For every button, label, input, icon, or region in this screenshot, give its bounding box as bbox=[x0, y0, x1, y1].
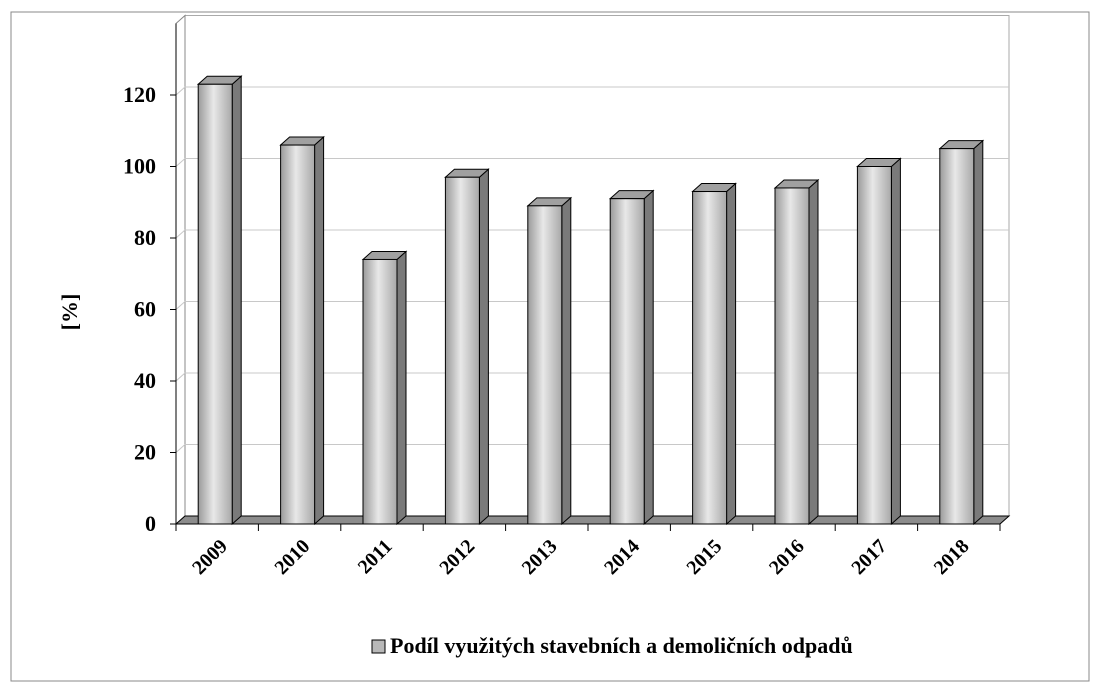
bar-front bbox=[197, 83, 233, 525]
side-wall bbox=[175, 14, 186, 526]
bar-side bbox=[231, 75, 242, 526]
y-tick-label: 80 bbox=[134, 225, 156, 250]
bar-side bbox=[808, 178, 819, 526]
legend-label: Podíl využitých stavebních a demoličních… bbox=[390, 633, 853, 658]
bar-front bbox=[692, 191, 728, 525]
bar-front bbox=[774, 187, 810, 525]
grid-line bbox=[175, 158, 1009, 167]
y-tick-label: 20 bbox=[134, 440, 156, 465]
y-tick-label: 40 bbox=[134, 368, 156, 393]
y-axis-label: [%] bbox=[57, 294, 82, 331]
bar-side bbox=[396, 250, 407, 526]
bar bbox=[196, 75, 243, 526]
bar-front bbox=[362, 258, 398, 525]
bar-front bbox=[444, 176, 480, 525]
bar bbox=[938, 139, 985, 526]
bar-front bbox=[609, 198, 645, 525]
bar-front bbox=[280, 144, 316, 525]
bar-side bbox=[890, 157, 901, 526]
bar-side bbox=[561, 196, 572, 526]
bar-side bbox=[643, 189, 654, 526]
y-tick-label: 100 bbox=[123, 154, 156, 179]
legend-swatch bbox=[371, 639, 386, 654]
grid-line bbox=[175, 86, 1009, 96]
bar-side bbox=[726, 182, 737, 526]
bar bbox=[856, 157, 902, 526]
bar bbox=[444, 168, 490, 526]
y-tick-label: 60 bbox=[134, 297, 156, 322]
bar-side bbox=[973, 139, 984, 526]
bar bbox=[361, 250, 408, 526]
bar bbox=[279, 135, 325, 526]
bar-side bbox=[478, 168, 489, 526]
bar bbox=[608, 189, 655, 526]
bar-side bbox=[314, 135, 325, 526]
bar-front bbox=[939, 148, 975, 525]
bar-front bbox=[527, 205, 563, 525]
y-tick-label: 120 bbox=[123, 82, 156, 107]
bar-front bbox=[856, 166, 892, 525]
y-tick-label: 0 bbox=[145, 511, 156, 536]
bar bbox=[691, 182, 737, 526]
bar bbox=[526, 196, 573, 526]
bar bbox=[773, 178, 820, 526]
